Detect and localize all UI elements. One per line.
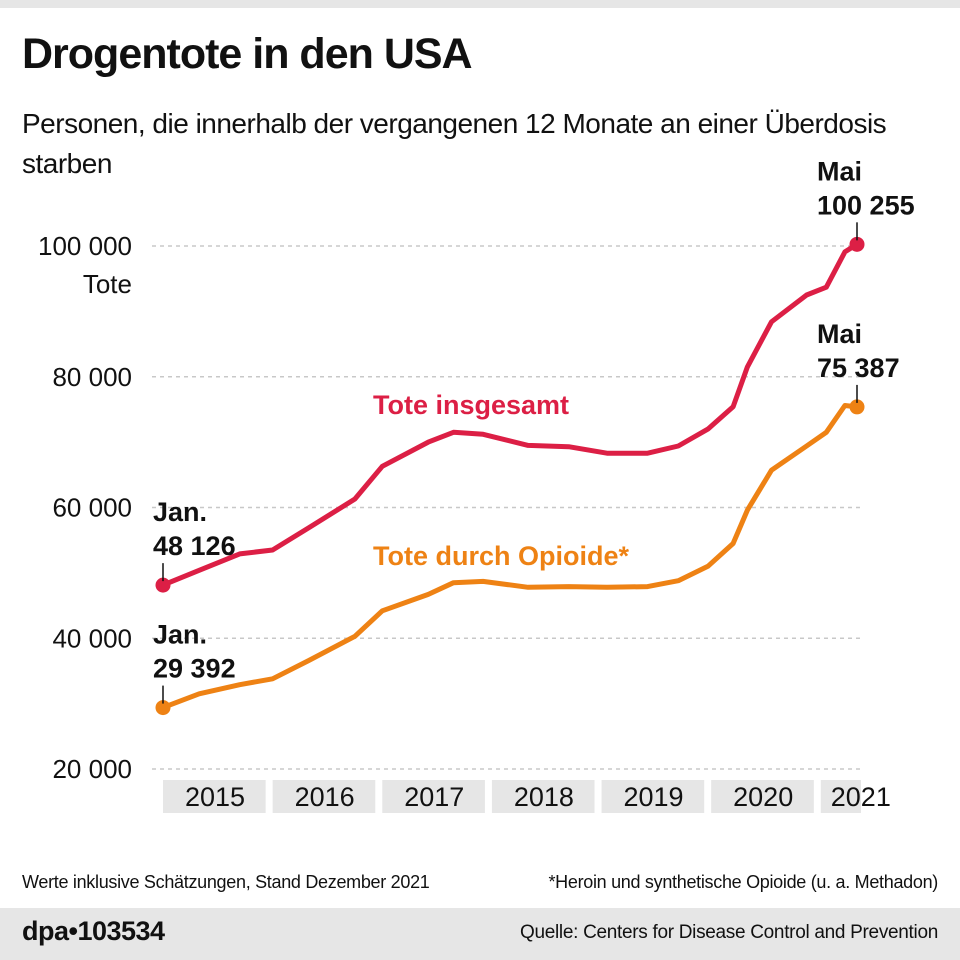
series-lines [155,236,865,716]
year-band [272,780,376,813]
year-band [820,780,861,813]
footer-bar [0,908,960,960]
year-band [163,780,266,813]
x-tick-label: 2021 [831,782,891,812]
series-line-opioids [160,403,860,711]
chart-title: Drogentote in den USA [22,30,473,78]
annotation-label: Mai [817,156,862,186]
x-tick-label: 2016 [295,782,355,812]
endpoint-marker [155,700,171,716]
source-credit: Quelle: Centers for Disease Control and … [519,922,938,943]
y-tick-label: 60 000 [52,493,132,523]
x-tick-label: 2020 [733,782,793,812]
chart-subtitle: Personen, die innerhalb der vergangenen … [22,108,887,179]
gridlines [152,245,862,770]
annotation-label: Mai [817,319,862,349]
year-band [711,780,814,813]
y-tick-label: 80 000 [52,362,132,392]
year-band [382,780,485,813]
agency-id: dpa•103534 [22,916,165,946]
endpoint-marker [849,236,865,252]
y-tick-label: 40 000 [52,623,132,653]
annotation-value: 48 126 [153,531,236,561]
top-bar [0,0,960,8]
endpoint-marker [155,577,171,593]
annotation-value: 75 387 [817,353,900,383]
series-label-opioids: Tote durch Opioide* [373,541,629,571]
y-axis: 20 000 40 000 60 000 80 000 100 000 [38,231,132,784]
x-axis: 2015 2016 2017 2018 2019 2020 2021 [163,780,891,813]
footnote-opioids-definition: *Heroin und synthetische Opioide (u. a. … [548,872,938,892]
year-band [491,780,595,813]
y-axis-unit-label: Tote [83,269,132,299]
y-tick-label: 20 000 [52,754,132,784]
annotation-label: Jan. [153,497,207,527]
x-tick-label: 2018 [514,782,574,812]
series-line-total [160,241,860,588]
annotation-value: 29 392 [153,654,236,684]
annotation-label: Jan. [153,620,207,650]
annotation-value: 100 255 [817,190,915,220]
year-band [601,780,705,813]
annotations: Jan. 48 126 Mai 100 255 Jan. 29 392 Mai 75 387 [153,156,915,704]
x-tick-label: 2015 [185,782,245,812]
y-tick-label: 100 000 [38,231,132,261]
footnote-estimates: Werte inklusive Schätzungen, Stand Dezem… [22,872,430,892]
x-tick-label: 2019 [624,782,684,812]
x-tick-label: 2017 [404,782,464,812]
endpoint-marker [849,399,865,415]
series-label-total: Tote insgesamt [373,390,569,420]
